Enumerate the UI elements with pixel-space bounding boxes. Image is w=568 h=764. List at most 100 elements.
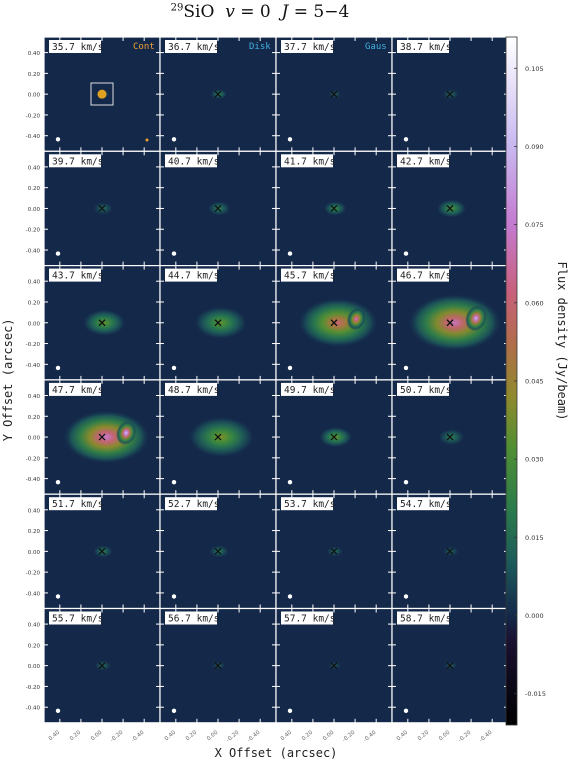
y-tick-label: -0.20: [26, 342, 41, 348]
beam-ellipse: [287, 251, 293, 256]
channel-label-box: [49, 40, 101, 53]
y-tick-label: -0.20: [26, 228, 41, 234]
emission-blob: [187, 416, 256, 458]
y-tick-label: -0.40: [26, 249, 41, 255]
y-tick-label: 0.40: [28, 51, 41, 57]
channel-panel: 56.7 km/s: [159, 607, 277, 724]
beam-ellipse: [55, 480, 61, 485]
emission-blob: [323, 201, 347, 216]
channel-label-box: [281, 268, 333, 282]
y-tick-label: -0.20: [26, 113, 41, 119]
channel-label-box: [397, 497, 449, 511]
channel-velocity: 36.7 km/s: [168, 42, 219, 53]
channel-label: 54.7 km/s: [397, 497, 451, 511]
channel-panel: 36.7 km/s: [159, 36, 277, 152]
channel-label-box: [281, 154, 333, 168]
x-tick-label: 0.40: [396, 729, 410, 742]
beam-ellipse: [287, 708, 293, 713]
emission-peak: [465, 305, 487, 332]
channel-velocity: 52.7 km/s: [168, 499, 219, 510]
center-marker: [330, 662, 338, 670]
y-tick-label: 0.40: [28, 623, 41, 629]
channel-panel: 57.7 km/s: [275, 607, 393, 724]
y-tick-label: 0.40: [28, 165, 41, 171]
y-tick-label: -0.40: [26, 591, 41, 597]
x-tick-label: -0.40: [479, 729, 494, 743]
channel-label: 55.7 km/s: [49, 611, 103, 625]
channel-panel: 55.7 km/s: [43, 607, 161, 724]
beam-ellipse: [287, 594, 293, 599]
y-tick-label: 0.00: [28, 436, 41, 442]
channel-velocity: 58.7 km/s: [400, 614, 451, 625]
channel-velocity: 35.7 km/s: [52, 42, 103, 53]
channel-velocity: 51.7 km/s: [52, 499, 103, 510]
continuum-peak: [97, 89, 107, 99]
colorbar-tick-label: 0.105: [525, 65, 544, 73]
y-tick-label: 0.20: [28, 186, 41, 192]
channel-label-box: [281, 611, 333, 625]
channel-label-box: [165, 40, 217, 53]
channel-label: 44.7 km/s: [165, 268, 219, 282]
emission-blob: [208, 545, 230, 558]
center-marker: [446, 433, 454, 441]
channel-velocity: 47.7 km/s: [52, 385, 103, 396]
emission-blob: [92, 545, 114, 558]
y-tick-label: -0.20: [26, 571, 41, 577]
zoom-box: [90, 82, 114, 106]
channel-velocity: 37.7 km/s: [284, 42, 335, 53]
center-marker: [330, 433, 338, 441]
x-tick-label: -0.20: [226, 729, 241, 743]
y-tick-label: 0.40: [28, 508, 41, 514]
channel-velocity: 44.7 km/s: [168, 271, 219, 282]
channel-label-box: [165, 268, 217, 282]
y-tick-label: 0.20: [28, 72, 41, 78]
x-tick-label: 0.40: [280, 729, 294, 742]
center-marker: [98, 547, 106, 555]
y-tick-label: -0.40: [26, 134, 41, 140]
channel-label-box: [49, 497, 101, 511]
channel-label: 53.7 km/s: [281, 497, 335, 511]
channel-panel: 53.7 km/s: [275, 493, 393, 610]
center-marker: [214, 433, 222, 441]
channel-panel: 41.7 km/s: [275, 150, 393, 267]
center-marker: [330, 547, 338, 555]
channel-panel: 40.7 km/s: [159, 150, 277, 267]
y-tick-label: 0.00: [28, 550, 41, 556]
x-axis-label: X Offset (arcsec): [215, 746, 338, 760]
y-tick-label: -0.40: [26, 477, 41, 483]
channel-panel: 50.7 km/s: [391, 379, 509, 495]
beam-ellipse: [171, 708, 177, 713]
beam-ellipse: [403, 594, 409, 599]
channel-label: 37.7 km/s: [281, 40, 335, 53]
channel-label-box: [281, 40, 333, 53]
legend-cont: Cont: [133, 42, 155, 52]
center-marker: [98, 319, 106, 327]
channel-panel: 35.7 km/s: [43, 36, 161, 152]
channel-velocity: 53.7 km/s: [284, 499, 335, 510]
x-tick-label: 0.20: [185, 729, 199, 742]
channel-label-box: [397, 154, 449, 168]
x-tick-label: 0.20: [69, 729, 83, 742]
center-marker: [330, 90, 338, 98]
legend-disk: Disk: [249, 42, 271, 52]
channel-panel: 52.7 km/s: [159, 493, 277, 610]
x-tick-label: 0.00: [206, 729, 220, 742]
center-marker: [214, 204, 222, 212]
colorbar-label: Flux density (Jy/beam): [555, 262, 568, 421]
channel-label: 38.7 km/s: [397, 40, 451, 53]
y-tick-label: 0.40: [28, 280, 41, 286]
y-tick-label: -0.20: [26, 685, 41, 691]
legend-gaus: Gaus: [365, 42, 387, 52]
y-tick-label: 0.20: [28, 415, 41, 421]
channel-velocity: 43.7 km/s: [52, 271, 103, 282]
beam-ellipse: [403, 137, 409, 142]
x-tick-label: 0.00: [438, 729, 452, 742]
x-tick-label: 0.00: [322, 729, 336, 742]
channel-label-box: [49, 154, 101, 168]
channel-velocity: 54.7 km/s: [400, 499, 451, 510]
channel-label: 58.7 km/s: [397, 611, 451, 625]
emission-peak: [116, 421, 137, 445]
channel-velocity: 41.7 km/s: [284, 156, 335, 167]
center-marker: [446, 547, 454, 555]
